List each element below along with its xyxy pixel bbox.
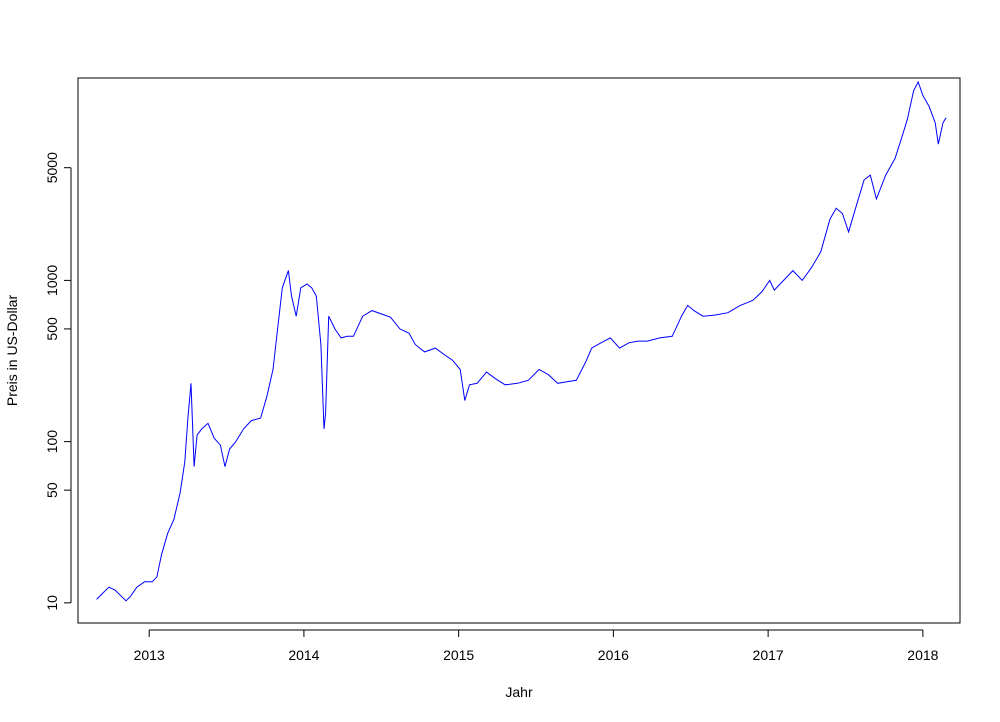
y-tick-label: 100: [44, 430, 60, 454]
y-tick-label: 50: [44, 482, 60, 498]
x-tick-label: 2015: [443, 647, 474, 663]
y-tick-label: 5000: [44, 152, 60, 183]
x-axis: 2013 2014 2015 2016 2017 2018: [134, 629, 939, 663]
x-tick-label: 2017: [753, 647, 784, 663]
x-tick-label: 2013: [134, 647, 165, 663]
x-tick-label: 2018: [907, 647, 938, 663]
y-tick-label: 10: [44, 595, 60, 611]
y-tick-label: 1000: [44, 265, 60, 296]
plot-frame: [77, 77, 961, 624]
y-axis: 10 50 100 500 1000 5000: [44, 152, 72, 611]
x-tick-label: 2014: [288, 647, 319, 663]
x-axis-title: Jahr: [505, 684, 533, 700]
y-axis-title: Preis in US-Dollar: [4, 295, 20, 407]
x-tick-label: 2016: [598, 647, 629, 663]
y-tick-label: 500: [44, 317, 60, 341]
series-line: [96, 80, 947, 602]
